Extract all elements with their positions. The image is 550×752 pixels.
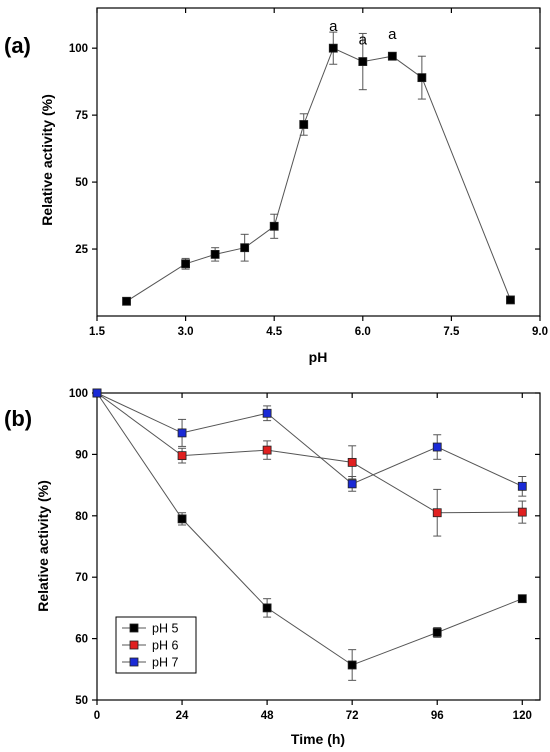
- data-point: [432, 628, 442, 637]
- data-point: [517, 507, 527, 517]
- panel-a-x-tick-label: 9.0: [532, 326, 548, 338]
- legend-marker: [129, 657, 139, 667]
- panel-a-chart: (a) pH Relative activity (%) 1.5 3.0 4.5 6.…: [4, 7, 548, 365]
- data-point: [177, 514, 187, 524]
- panel-b-xlabel: Time (h): [291, 731, 345, 747]
- data-point: [177, 451, 187, 461]
- panel-b-y-tick-label: 60: [75, 634, 88, 646]
- legend-item: pH 7: [122, 656, 178, 670]
- panel-a-y-tick-label: 75: [75, 110, 88, 122]
- legend-label: pH 6: [152, 639, 178, 653]
- panel-a-y-tick-label: 100: [69, 43, 88, 55]
- data-point: [181, 259, 191, 269]
- data-point: [262, 408, 272, 418]
- panel-b-chart: (b) Time (h) Relative activity (%) 0 24 48…: [4, 388, 541, 747]
- panel-b-x-tick-label: 0: [94, 710, 100, 722]
- panel-a-ylabel: Relative activity (%): [39, 94, 55, 226]
- legend-marker: [129, 640, 139, 650]
- panel-b-x-tick-label: 48: [261, 710, 274, 722]
- data-point: [240, 243, 250, 253]
- panel-a-x-tick-label: 1.5: [89, 326, 106, 338]
- legend: pH 5 pH 6 pH 7: [115, 616, 197, 674]
- panel-b-x-tick-label: 72: [346, 710, 359, 722]
- data-point: [358, 57, 368, 66]
- legend-label: pH 5: [152, 622, 178, 636]
- data-point: [122, 296, 131, 306]
- data-point: [517, 481, 527, 491]
- legend-item: pH 6: [122, 639, 178, 653]
- panel-b-y-tick-label: 80: [75, 511, 88, 523]
- data-point: [506, 295, 515, 305]
- data-point: [328, 43, 338, 53]
- panel-b-y-tick-label: 90: [75, 449, 88, 461]
- panel-b-x-tick-label: 96: [431, 710, 444, 722]
- panel-b-plot-frame: [96, 392, 541, 701]
- panel-a-xlabel: pH: [309, 349, 328, 365]
- series-line: [96, 392, 523, 514]
- panel-b-y-tick-label: 100: [69, 388, 88, 400]
- data-point: [347, 479, 357, 489]
- panel-a-x-tick-label: 3.0: [178, 326, 194, 338]
- panel-a-label: (a): [4, 33, 31, 58]
- panel-a-y-tick-label: 25: [75, 244, 88, 256]
- panel-b-series-1: [92, 388, 527, 537]
- panel-b-series-2: [92, 388, 527, 497]
- panel-b-ylabel: Relative activity (%): [35, 480, 51, 612]
- legend-marker: [129, 623, 139, 633]
- data-point: [347, 457, 357, 467]
- data-point: [262, 445, 272, 455]
- data-point: [387, 51, 397, 61]
- data-point: [432, 442, 442, 452]
- panel-b-y-tick-label: 50: [75, 695, 88, 707]
- panel-a-x-tick-label: 4.5: [266, 326, 283, 338]
- data-point: [517, 594, 527, 604]
- series-line: [96, 392, 523, 666]
- panel-a-series-0: [122, 31, 515, 306]
- panel-a-annotation: a: [329, 18, 338, 35]
- data-point: [262, 603, 272, 613]
- data-point: [269, 221, 279, 231]
- panel-b-y-tick-label: 70: [75, 572, 88, 584]
- panel-b-x-tick-label: 24: [176, 710, 189, 722]
- data-point: [299, 120, 309, 129]
- panel-a-annotation: a: [359, 32, 368, 49]
- panel-a-x-tick-label: 7.5: [443, 326, 460, 338]
- panel-a-x-tick-label: 6.0: [355, 326, 371, 338]
- panel-a-plot-frame: [96, 7, 541, 317]
- legend-label: pH 7: [152, 656, 178, 670]
- panel-a-annotation: a: [388, 26, 397, 43]
- legend-item: pH 5: [122, 622, 178, 636]
- data-point: [347, 660, 357, 670]
- panel-a-y-tick-label: 50: [75, 177, 88, 189]
- data-point: [210, 249, 220, 259]
- panel-b-x-tick-label: 120: [513, 710, 532, 722]
- data-point: [417, 73, 427, 83]
- series-line: [96, 392, 523, 487]
- data-point: [177, 428, 187, 438]
- data-point: [92, 388, 102, 398]
- panel-b-label: (b): [4, 406, 32, 431]
- data-point: [432, 508, 442, 518]
